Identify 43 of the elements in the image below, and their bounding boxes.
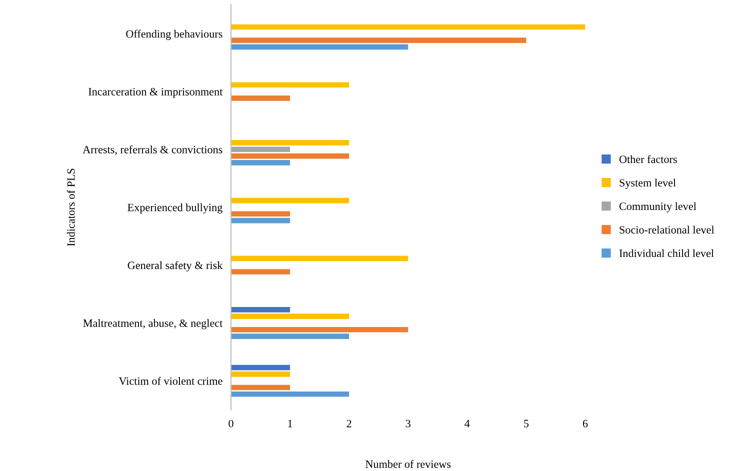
y-tick-label: General safety & risk [128,261,223,272]
bar [230,364,290,370]
bar [230,256,408,262]
legend-label: Individual child level [619,249,714,258]
y-axis-title: Indicators of PLS [66,168,75,246]
x-tick-label: 2 [346,420,352,428]
bar [230,314,350,319]
bar [230,384,290,390]
bar [230,24,586,30]
bar [230,198,350,204]
bar [230,140,350,146]
y-tick-label: Arrests, referrals & convictions [82,145,222,155]
bar [230,326,408,332]
bar [230,218,290,224]
y-tick-label: Offending behaviours [126,30,222,40]
y-tick-label: Victim of violent crime [118,376,222,385]
bar [230,38,526,43]
x-tick-label: 5 [524,420,529,428]
x-tick-label: 4 [464,420,470,428]
bar [230,334,350,339]
legend-label: System level [620,178,676,189]
legend-label: Community level [619,202,696,212]
bar [230,211,290,217]
x-tick-label: 3 [406,420,410,428]
legend-label: Socio-relational level [620,226,714,234]
y-tick-label: Maltreatment, abuse, & neglect [83,319,223,330]
bar [230,82,350,88]
legend-label: Other factors [619,155,677,164]
x-axis-title: Number of reviews [366,460,451,468]
x-tick-label: 1 [288,420,292,428]
bar [230,44,408,50]
bar [230,269,290,274]
bar [230,160,290,166]
y-tick-label: Experienced bullying [128,203,222,214]
x-tick-label: 6 [582,420,588,428]
bar [230,146,290,152]
x-tick-label: 0 [228,420,234,428]
y-tick-label: Incarceration & imprisonment [88,88,223,98]
bar [230,307,290,312]
bar [230,372,290,377]
bar [230,96,290,101]
bar [230,391,350,397]
bar [230,153,350,159]
